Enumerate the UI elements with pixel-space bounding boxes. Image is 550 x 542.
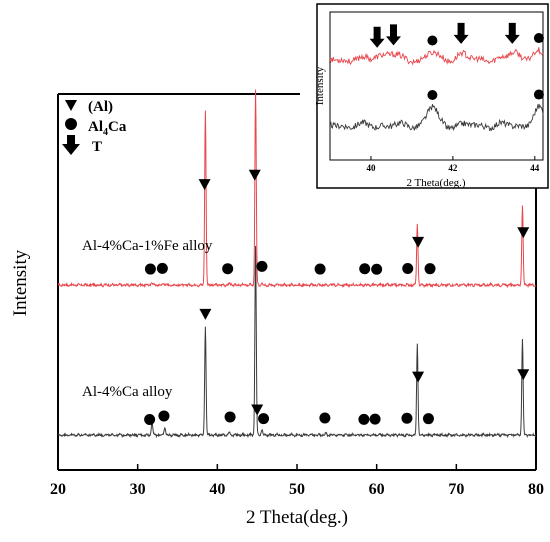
inset-marker-arrow-0-4 (504, 22, 520, 44)
main-marker-triangle-0-4 (248, 169, 261, 181)
main-x-tick-label-3: 50 (289, 481, 305, 498)
main-x-tick-label-5: 70 (448, 481, 464, 498)
main-marker-circle-1-6 (319, 412, 331, 424)
inset-marker-circle-0-2 (427, 35, 438, 46)
main-marker-circle-0-5 (256, 260, 268, 272)
inset-series-line-0 (329, 47, 544, 66)
legend-al4ca-sub: 4 (103, 127, 108, 138)
inset-plot-area (329, 11, 544, 161)
legend-triangle-icon (65, 100, 77, 111)
inset-x-tick-label-2: 44 (530, 163, 540, 173)
main-marker-circle-0-1 (156, 262, 168, 274)
main-marker-circle-1-9 (401, 412, 413, 424)
inset-marker-arrow-0-1 (385, 24, 401, 46)
legend-label-al: (Al) (88, 99, 113, 115)
main-marker-circle-0-11 (424, 263, 436, 275)
main-x-axis-title: 2 Theta(deg.) (246, 507, 348, 528)
inset-series-line-1 (329, 103, 544, 132)
main-marker-circle-0-6 (314, 263, 326, 275)
main-series-group (57, 89, 537, 439)
main-marker-circle-1-1 (158, 410, 170, 422)
inset-x-axis-title: 2 Theta(deg.) (406, 177, 465, 189)
main-marker-circle-1-7 (358, 413, 370, 425)
main-x-tick-label-2: 40 (209, 481, 225, 498)
main-marker-circle-0-7 (359, 263, 371, 275)
legend-circle-icon (65, 118, 77, 130)
inset-y-axis-title: Intensity (314, 66, 326, 105)
main-marker-circle-0-8 (371, 263, 383, 275)
main-marker-triangle-0-10 (412, 236, 425, 248)
main-x-tick-label-0: 20 (50, 481, 66, 498)
series-label-al-ca: Al-4%Ca alloy (82, 384, 173, 400)
main-marker-circle-0-9 (402, 262, 414, 274)
main-y-axis-title: Intensity (10, 249, 31, 316)
inset-x-ticks: 40 42 44 (366, 156, 540, 173)
inset-x-tick-label-0: 40 (366, 163, 376, 173)
main-marker-circle-1-3 (224, 411, 236, 423)
main-marker-circle-1-5 (258, 413, 270, 425)
main-series-line-1 (57, 245, 537, 439)
main-marker-circle-1-0 (144, 413, 156, 425)
legend-label-t: T (92, 139, 102, 155)
inset-marker-circle-1-0 (427, 89, 438, 100)
inset-marker-arrow-0-0 (369, 26, 385, 48)
main-x-tick-label-1: 30 (130, 481, 146, 498)
main-marker-triangle-1-10 (412, 371, 425, 383)
inset-series-group (329, 47, 544, 132)
main-marker-triangle-1-12 (517, 369, 530, 381)
legend-al4ca-main: Al (88, 119, 103, 135)
main-marker-triangle-1-4 (251, 404, 264, 416)
inset-markers-group (369, 22, 544, 100)
legend-label-al4ca: Al4Ca (88, 119, 127, 138)
main-marker-circle-0-3 (222, 263, 234, 275)
inset-marker-arrow-0-3 (453, 22, 469, 44)
inset-plot: 40 42 44 2 Theta(deg.) Intensity (314, 3, 549, 189)
main-marker-circle-1-8 (369, 413, 381, 425)
main-marker-triangle-1-2 (199, 308, 212, 320)
main-x-tick-label-4: 60 (369, 481, 385, 498)
legend-al4ca-tail: Ca (108, 119, 127, 135)
legend-arrow-icon (62, 135, 80, 155)
main-x-tick-label-6: 80 (528, 481, 544, 498)
main-marker-triangle-0-2 (198, 179, 211, 191)
main-marker-circle-1-11 (422, 413, 434, 425)
inset-marker-circle-0-5 (533, 33, 544, 44)
main-marker-circle-0-0 (144, 263, 156, 275)
inset-x-tick-label-1: 42 (448, 163, 458, 173)
inset-marker-circle-1-1 (533, 89, 544, 100)
main-markers-group (144, 169, 530, 425)
series-label-al-ca-fe: Al-4%Ca-1%Fe alloy (82, 238, 213, 254)
main-series-line-0 (57, 89, 537, 289)
main-marker-triangle-0-12 (517, 227, 530, 239)
main-x-ticks: 20 30 40 50 60 70 80 (50, 464, 544, 498)
legend: (Al) Al4Ca T (62, 99, 127, 155)
